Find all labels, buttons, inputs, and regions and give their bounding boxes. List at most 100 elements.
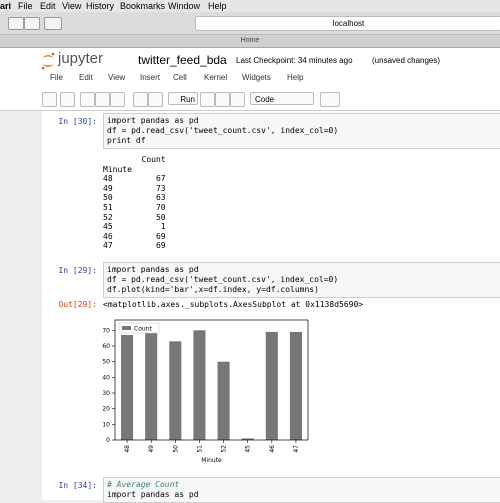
menubar-item[interactable]: ari xyxy=(0,1,12,11)
menubar-item[interactable]: History xyxy=(86,1,115,11)
code-line: df.plot(kind='bar',x=df.index, y=df.colu… xyxy=(107,285,319,294)
tab-bar: Home xyxy=(0,35,500,48)
output-line: 47 69 xyxy=(103,241,166,251)
y-tick-label: 20 xyxy=(102,406,110,413)
legend-box xyxy=(118,322,160,334)
notebook-area: In [30]: import pandas as pd df = pd.read_… xyxy=(42,111,500,503)
menu-item[interactable]: Insert xyxy=(140,73,161,82)
y-tick-label: 40 xyxy=(102,374,110,381)
menu-item[interactable]: Kernel xyxy=(204,73,228,82)
in-prompt: In [29]: xyxy=(58,266,97,275)
output-line: 50 63 xyxy=(103,193,166,203)
code-line: print df xyxy=(107,136,146,145)
checkpoint: Last Checkpoint: 34 minutes ago xyxy=(236,56,353,65)
in-prompt: In [30]: xyxy=(58,117,97,126)
bar xyxy=(193,330,206,440)
y-tick-label: 60 xyxy=(102,343,110,350)
x-tick-label: 45 xyxy=(245,445,252,453)
output-line: 49 73 xyxy=(103,183,166,193)
code-line: # Average Count xyxy=(107,480,180,489)
menubar-item[interactable]: Help xyxy=(208,1,227,11)
back-button[interactable] xyxy=(8,17,24,30)
logo-text: jupyter xyxy=(58,50,104,67)
legend-swatch xyxy=(122,326,131,330)
insert-button[interactable] xyxy=(60,92,75,107)
x-tick-label: 49 xyxy=(148,445,155,453)
y-tick-label: 50 xyxy=(102,359,110,366)
move-down-button[interactable] xyxy=(148,92,163,107)
code-line: import pandas as pd xyxy=(107,490,199,499)
output-line: 46 69 xyxy=(103,231,166,241)
bar xyxy=(121,335,134,440)
save-button[interactable] xyxy=(42,92,57,107)
y-tick-label: 0 xyxy=(106,437,110,444)
chart: 0 10 20 30 40 50 60 70 48 49 50 51 52 45 46 47 Minute Cou… xyxy=(102,319,309,464)
output-line: 52 50 xyxy=(103,212,166,222)
x-tick-label: 52 xyxy=(221,445,228,453)
menu-item[interactable]: Cell xyxy=(173,73,187,82)
restart-run-button[interactable] xyxy=(230,92,245,107)
stop-button[interactable] xyxy=(200,92,215,107)
menubar-item[interactable]: File xyxy=(18,1,33,11)
code-cell[interactable]: import pandas as pd df = pd.read_csv('twe… xyxy=(103,262,500,298)
jupyter-logo xyxy=(41,52,55,70)
menu-item[interactable]: File xyxy=(50,73,63,82)
y-tick-label: 10 xyxy=(102,421,110,428)
plot-area xyxy=(115,320,308,440)
menu-item[interactable]: Edit xyxy=(79,73,93,82)
x-tick-label: 48 xyxy=(124,445,131,453)
menu-item[interactable]: Widgets xyxy=(242,73,271,82)
bar xyxy=(289,331,302,440)
copy-button[interactable] xyxy=(95,92,110,107)
y-tick-label: 30 xyxy=(102,390,110,397)
code-cell[interactable]: # Average Count import pandas as pd xyxy=(103,477,500,503)
bar xyxy=(169,341,182,440)
cut-button[interactable] xyxy=(80,92,95,107)
y-tick-label: 70 xyxy=(102,327,110,334)
output-line: 51 70 xyxy=(103,203,166,212)
bar xyxy=(145,325,158,440)
keyboard-button[interactable] xyxy=(320,92,340,107)
run-button[interactable]: Run xyxy=(168,92,198,105)
output-line: Count xyxy=(103,155,166,164)
menu-item[interactable]: Help xyxy=(287,73,304,82)
code-line: df = pd.read_csv('tweet_count.csv', inde… xyxy=(107,275,339,284)
move-up-button[interactable] xyxy=(133,92,148,107)
bar xyxy=(265,331,278,440)
x-axis-label: Minute xyxy=(201,457,222,464)
x-tick-label: 51 xyxy=(196,445,203,453)
axes-frame xyxy=(114,319,309,441)
sidebar-button[interactable] xyxy=(44,17,62,30)
code-cell[interactable]: import pandas as pd df = pd.read_csv('twe… xyxy=(103,113,500,149)
in-prompt: In [34]: xyxy=(58,481,97,490)
output-line: 48 67 xyxy=(103,174,166,184)
bar xyxy=(217,361,230,440)
menu-item[interactable]: View xyxy=(108,73,126,82)
menubar-item[interactable]: Window xyxy=(168,1,201,11)
code-line: df = pd.read_csv('tweet_count.csv', inde… xyxy=(107,126,339,135)
address-bar[interactable]: localhost xyxy=(195,16,500,31)
legend-label: Count xyxy=(134,326,152,333)
x-tick-label: 50 xyxy=(172,445,179,453)
tab[interactable]: Home xyxy=(240,37,260,44)
browser-toolbar: localhost xyxy=(0,12,500,35)
notebook-name[interactable]: twitter_feed_bda xyxy=(138,53,227,67)
x-tick-label: 46 xyxy=(269,445,276,453)
output-line: <matplotlib.axes._subplots.AxesSubplot a… xyxy=(103,300,364,309)
out-prompt: Out[29]: xyxy=(58,300,97,309)
menubar-item[interactable]: Edit xyxy=(40,1,56,11)
menubar-item[interactable]: Bookmarks xyxy=(120,1,166,11)
forward-button[interactable] xyxy=(24,17,40,30)
restart-button[interactable] xyxy=(215,92,230,107)
code-line: import pandas as pd xyxy=(107,116,199,125)
paste-button[interactable] xyxy=(110,92,125,107)
menubar-item[interactable]: View xyxy=(62,1,82,11)
code-line: import pandas as pd xyxy=(107,265,199,274)
x-tick-label: 47 xyxy=(293,445,300,453)
bar xyxy=(241,438,254,440)
system-menubar: ari File Edit View History Bookmarks Window Hel… xyxy=(0,0,500,12)
save-status: (unsaved changes) xyxy=(372,56,441,65)
cell-type-select[interactable]: Code xyxy=(250,92,314,105)
output-line: Minute xyxy=(103,164,132,174)
